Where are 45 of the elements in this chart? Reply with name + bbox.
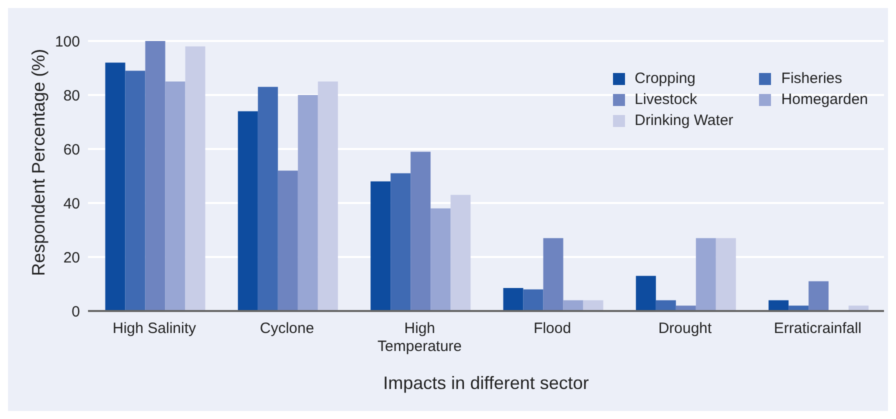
x-tick-label: Erraticrainfall <box>774 320 862 337</box>
x-axis-title: Impacts in different sector <box>383 373 589 393</box>
bar <box>318 82 338 311</box>
bar <box>563 300 584 311</box>
bar <box>105 62 126 311</box>
y-tick-label: 0 <box>72 303 80 320</box>
bar <box>768 300 789 311</box>
x-tick-label: Drought <box>658 320 713 337</box>
x-tick-label: High Temperature <box>378 320 462 355</box>
bar <box>808 281 829 311</box>
bar <box>523 289 544 311</box>
bar <box>278 170 298 311</box>
bar <box>450 194 471 311</box>
bar <box>185 46 206 311</box>
y-tick-label: 80 <box>63 87 80 104</box>
bar <box>410 152 431 311</box>
y-tick-label: 20 <box>63 249 80 266</box>
bar <box>258 86 278 311</box>
bar <box>430 208 451 311</box>
bar <box>503 288 524 311</box>
bar <box>145 41 166 311</box>
legend-label: Cropping <box>634 70 696 87</box>
y-tick-label: 60 <box>63 141 80 158</box>
x-tick-label: Flood <box>534 320 572 337</box>
x-tick-label: Cyclone <box>260 320 314 337</box>
legend-label: Homegarden <box>781 91 868 108</box>
bar <box>716 238 736 311</box>
bar <box>370 181 391 311</box>
x-tick-label: High Salinity <box>112 320 197 337</box>
bar <box>656 300 676 311</box>
legend-label: Fisheries <box>781 70 842 87</box>
bar <box>696 238 716 311</box>
bar <box>636 276 656 311</box>
bar <box>165 82 186 311</box>
bar <box>298 95 318 311</box>
y-axis-title: Respondent Percentage (%) <box>28 48 48 276</box>
bar <box>543 238 564 311</box>
y-tick-label: 40 <box>63 195 80 212</box>
legend-label: Livestock <box>634 91 698 108</box>
bar <box>390 173 411 311</box>
bar <box>238 111 258 311</box>
legend-label: Drinking Water <box>634 112 734 129</box>
y-tick-label: 100 <box>54 33 80 50</box>
bar <box>583 300 604 311</box>
bar <box>125 70 146 311</box>
